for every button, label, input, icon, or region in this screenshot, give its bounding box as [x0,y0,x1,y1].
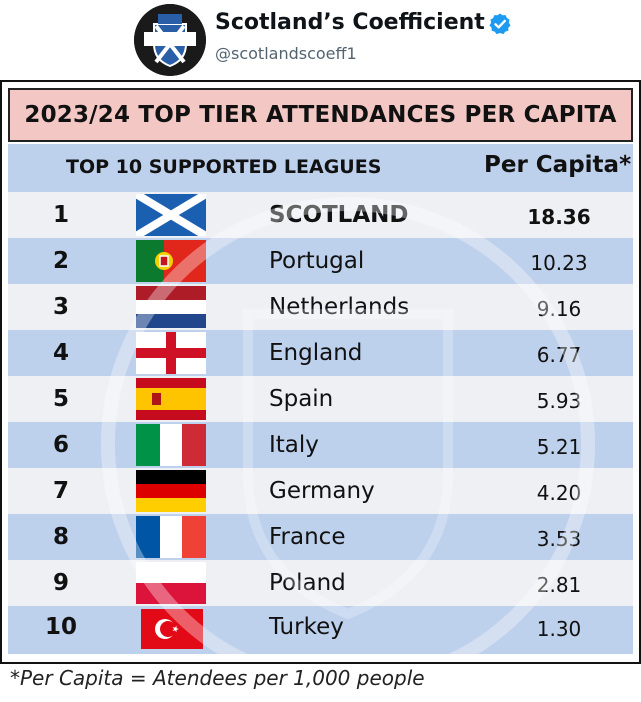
per-capita-value: 5.21 [536,435,582,459]
country-name: Netherlands [269,294,410,320]
per-capita-value: 18.36 [527,205,591,229]
poland-flag-icon [136,562,206,604]
rank: 9 [52,570,69,596]
country-name: Turkey [269,614,344,640]
scotland-flag-icon [136,194,206,236]
table-row: 5 Spain 5.93 [8,376,633,422]
france-flag-icon [136,516,206,558]
per-capita-value: 10.23 [530,251,588,275]
verified-badge-icon [489,13,511,35]
table-row: 10 Turkey 1.30 [8,606,633,654]
country-name: France [269,524,346,550]
table-row: 4 England 6.77 [8,330,633,376]
england-flag-icon [136,332,206,374]
per-capita-value: 9.16 [536,297,582,321]
table-row: 9 Poland 2.81 [8,560,633,606]
per-capita-value: 1.30 [536,617,582,641]
country-name: Portugal [269,248,365,274]
post-header: Scotland’s Coefficient @scotlandscoeff1 [0,0,641,80]
rank: 10 [44,614,77,640]
country-name: SCOTLAND [269,202,409,228]
table-row: 8 France 3.53 [8,514,633,560]
table-row: 7 Germany 4.20 [8,468,633,514]
italy-flag-icon [136,424,206,466]
account-handle[interactable]: @scotlandscoeff1 [215,44,357,63]
table-row: 2 Portugal 10.23 [8,238,633,284]
table-row: 1 SCOTLAND 18.36 [8,192,633,238]
avatar[interactable] [134,4,206,76]
rank: 4 [52,340,69,366]
country-name: England [269,340,363,366]
rank: 5 [52,386,69,412]
country-name: Italy [269,432,319,458]
attendance-graphic: 2023/24 TOP TIER ATTENDANCES PER CAPITA … [0,80,641,664]
table-row: 3 Netherlands 9.16 [8,284,633,330]
germany-flag-icon [136,470,206,512]
per-capita-value: 3.53 [536,527,582,551]
country-name: Spain [269,386,334,412]
rank: 8 [52,524,69,550]
graphic-title: 2023/24 TOP TIER ATTENDANCES PER CAPITA [24,102,617,128]
portugal-flag-icon [136,240,206,282]
per-capita-value: 6.77 [536,343,582,367]
netherlands-flag-icon [136,286,206,328]
rank: 6 [52,432,69,458]
rank: 7 [52,478,69,504]
account-name[interactable]: Scotland’s Coefficient [215,10,485,35]
column-header-per-capita: Per Capita* [484,152,632,178]
spain-flag-icon [136,378,206,420]
rank: 3 [52,294,69,320]
footnote: *Per Capita = Atendees per 1,000 people [10,666,425,690]
per-capita-value: 2.81 [536,573,582,597]
rank: 1 [52,202,69,228]
shield-logo-icon [134,4,206,76]
table-row: 6 Italy 5.21 [8,422,633,468]
country-name: Poland [269,570,346,596]
rankings-table: TOP 10 SUPPORTED LEAGUES Per Capita* 1 S… [8,144,633,662]
per-capita-value: 5.93 [536,389,582,413]
title-bar: 2023/24 TOP TIER ATTENDANCES PER CAPITA [8,88,633,142]
rank: 2 [52,248,69,274]
turkey-flag-icon [141,609,203,649]
table-header-row: TOP 10 SUPPORTED LEAGUES Per Capita* [8,144,633,192]
country-name: Germany [269,478,375,504]
per-capita-value: 4.20 [536,481,582,505]
column-header-leagues: TOP 10 SUPPORTED LEAGUES [66,156,382,178]
